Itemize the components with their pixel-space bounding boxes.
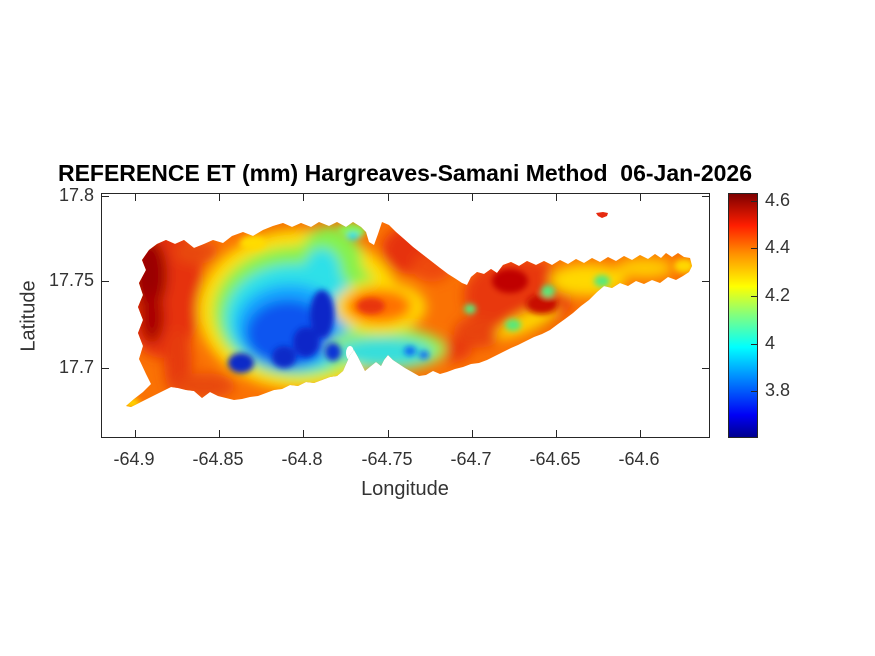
x-axis-tick — [303, 194, 304, 201]
x-axis-label: Longitude — [361, 478, 449, 500]
x-axis-tick — [472, 194, 473, 201]
y-tick-label: 17.7 — [58, 357, 94, 377]
heat-blob — [140, 291, 164, 343]
colorbar-tick-label: 3.8 — [765, 380, 791, 400]
x-axis-tick — [219, 194, 220, 201]
x-axis-tick — [303, 430, 304, 437]
heat-blob — [228, 353, 254, 373]
heat-blob — [419, 351, 429, 359]
heat-blob — [617, 258, 673, 278]
x-tick-label: -64.75 — [361, 449, 413, 469]
x-tick-label: -64.9 — [113, 449, 155, 469]
colorbar-tick — [751, 296, 757, 297]
colorbar-tick — [751, 248, 757, 249]
heat-blob — [174, 240, 218, 264]
heat-blob — [310, 290, 334, 338]
y-axis-tick — [702, 368, 709, 369]
figure-title: REFERENCE ET (mm) Hargreaves-Samani Meth… — [57, 160, 753, 186]
heat-blob — [338, 223, 366, 239]
heat-blob — [175, 373, 235, 399]
x-tick-label: -64.65 — [529, 449, 581, 469]
heat-blob — [404, 346, 416, 356]
heat-blob — [412, 252, 452, 282]
heat-blob — [357, 298, 385, 314]
heat-blob — [303, 248, 341, 300]
x-axis-tick — [556, 194, 557, 201]
heat-blob — [492, 269, 528, 293]
heat-blob — [550, 264, 626, 296]
heat-blob — [674, 259, 692, 273]
x-axis-tick — [135, 194, 136, 201]
x-axis-tick — [640, 194, 641, 201]
colorbar — [728, 193, 758, 438]
heat-blob — [347, 232, 359, 240]
heat-blob — [325, 343, 341, 361]
y-axis-tick — [102, 368, 109, 369]
x-axis-tick — [472, 430, 473, 437]
y-axis-tick — [702, 281, 709, 282]
et-heatmap-island — [126, 212, 692, 407]
y-axis-tick — [102, 196, 109, 197]
x-axis-tick — [556, 430, 557, 437]
x-tick-label: -64.7 — [450, 449, 492, 469]
heat-blob — [454, 316, 502, 348]
x-axis-tick — [388, 430, 389, 437]
colorbar-tick — [751, 344, 757, 345]
x-tick-label: -64.85 — [192, 449, 244, 469]
colorbar-gradient — [729, 194, 757, 437]
y-axis-tick — [702, 196, 709, 197]
heat-blob — [505, 319, 521, 331]
lagoon-hole — [346, 346, 354, 360]
colorbar-tick — [751, 391, 757, 392]
y-axis-tick — [102, 281, 109, 282]
x-tick-label: -64.8 — [281, 449, 323, 469]
colorbar-tick-label: 4.4 — [765, 237, 791, 257]
heat-blob — [541, 285, 555, 297]
x-axis-tick — [640, 430, 641, 437]
colorbar-tick-label: 4.2 — [765, 285, 791, 305]
colorbar-tick-label: 4 — [765, 333, 776, 353]
heat-blob — [126, 398, 140, 407]
heat-blob — [526, 294, 558, 314]
colorbar-tick-label: 4.6 — [765, 190, 791, 210]
x-tick-label: -64.6 — [618, 449, 660, 469]
y-tick-label: 17.75 — [48, 270, 94, 290]
heat-blob — [594, 275, 610, 287]
heat-blob — [293, 327, 319, 357]
heat-blob — [464, 304, 476, 314]
heat-blob — [272, 346, 296, 368]
y-axis-label: Latitude — [17, 280, 40, 352]
x-axis-tick — [135, 430, 136, 437]
heat-blob — [611, 292, 623, 302]
x-axis-tick — [219, 430, 220, 437]
heat-blob — [336, 338, 432, 366]
heat-blob — [240, 236, 266, 250]
colorbar-tick — [751, 201, 757, 202]
y-tick-label: 17.8 — [58, 185, 94, 205]
buck-island-shape — [596, 212, 608, 218]
x-axis-tick — [388, 194, 389, 201]
